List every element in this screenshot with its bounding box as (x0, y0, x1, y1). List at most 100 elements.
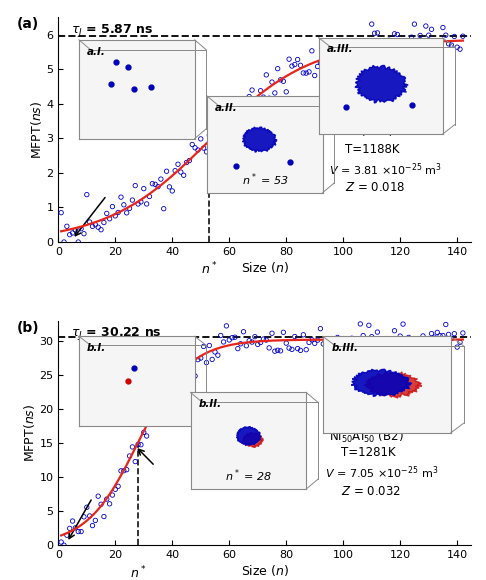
Point (83, 190, 91, 200)
Point (157, 175, 165, 184)
Point (277, 346, 284, 356)
Point (74, 527, 82, 536)
Point (223, 113, 230, 122)
Point (333, 39, 341, 48)
Point (456, 338, 464, 347)
Point (288, 61, 296, 71)
Point (382, 46, 390, 56)
Point (379, 44, 387, 53)
Point (391, 326, 399, 335)
Point (422, 339, 430, 349)
Point (445, 330, 452, 339)
Text: T=1188K: T=1188K (346, 143, 400, 156)
Point (197, 134, 205, 143)
Point (279, 328, 287, 337)
Point (151, 407, 159, 416)
Point (83, 503, 91, 512)
Point (265, 93, 273, 103)
Point (411, 20, 418, 29)
Point (163, 397, 171, 406)
Point (131, 181, 139, 190)
Point (442, 31, 450, 40)
Text: T=1281K: T=1281K (341, 447, 396, 459)
Point (439, 23, 447, 32)
Point (69, 229, 76, 238)
Point (416, 335, 424, 345)
Point (282, 339, 290, 348)
Point (174, 160, 182, 169)
Point (148, 410, 156, 419)
Point (171, 364, 179, 374)
Point (106, 499, 114, 509)
Point (254, 340, 261, 349)
Point (146, 192, 154, 201)
Point (66, 230, 73, 240)
Point (319, 339, 327, 349)
Point (374, 28, 382, 38)
Point (431, 332, 438, 342)
Point (396, 331, 404, 340)
Point (388, 335, 396, 344)
Text: Ni (FCC): Ni (FCC) (346, 125, 394, 138)
Point (245, 336, 253, 345)
Point (316, 324, 324, 334)
Point (91, 220, 99, 229)
Point (243, 109, 250, 118)
Point (362, 39, 370, 48)
Point (345, 44, 353, 53)
Point (271, 88, 279, 97)
Point (217, 331, 225, 340)
Point (325, 350, 333, 360)
Point (211, 132, 219, 142)
Point (351, 338, 359, 347)
Point (168, 387, 176, 396)
Point (103, 209, 111, 218)
Point (442, 320, 450, 329)
Point (408, 32, 416, 42)
Point (146, 415, 154, 425)
Point (356, 319, 364, 328)
Point (274, 346, 281, 355)
Point (436, 331, 444, 340)
Point (391, 29, 399, 38)
Point (354, 52, 362, 61)
Point (294, 55, 301, 64)
Point (231, 111, 239, 120)
Point (419, 36, 427, 45)
Point (71, 523, 79, 532)
Point (120, 200, 128, 209)
Point (459, 31, 467, 41)
Point (311, 339, 319, 348)
Point (248, 85, 256, 95)
Point (399, 320, 407, 329)
Point (183, 158, 191, 167)
Point (279, 77, 287, 86)
Point (405, 333, 413, 342)
Point (348, 334, 356, 343)
Point (368, 20, 376, 29)
Point (111, 211, 119, 220)
Point (197, 353, 205, 362)
Point (228, 333, 236, 342)
Point (148, 179, 156, 188)
Point (254, 96, 261, 105)
Point (143, 200, 151, 209)
Point (189, 357, 196, 366)
Point (183, 371, 191, 380)
Point (100, 218, 108, 227)
Point (134, 200, 142, 209)
Point (371, 343, 379, 352)
Point (376, 60, 384, 70)
Point (69, 516, 76, 525)
Point (160, 204, 168, 213)
Point (291, 332, 299, 341)
Point (439, 331, 447, 340)
Point (228, 129, 236, 138)
Point (402, 345, 410, 354)
Point (194, 355, 202, 364)
Point (376, 335, 384, 344)
Point (260, 335, 267, 344)
Point (88, 222, 96, 231)
Point (405, 38, 413, 48)
Point (445, 39, 452, 49)
